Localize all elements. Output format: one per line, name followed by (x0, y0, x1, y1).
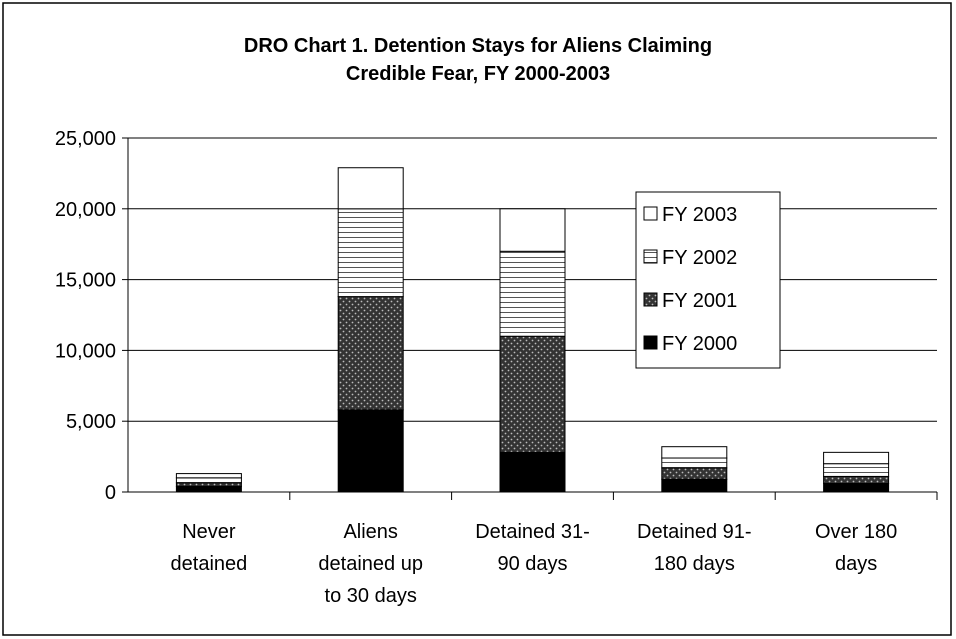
bar-segment (823, 483, 890, 493)
legend-swatch (643, 335, 658, 350)
bar-segment (337, 208, 404, 298)
bar-segment (175, 473, 242, 479)
x-tick-label: Detained 31-90 days (475, 521, 590, 575)
bar-segment (661, 457, 728, 469)
bar-segment (175, 482, 242, 487)
bar-segment (337, 167, 404, 210)
bar-segment (337, 296, 404, 411)
y-tick-label: 15,000 (55, 270, 116, 292)
legend-label: FY 2003 (662, 204, 737, 226)
bar-segment (661, 478, 728, 493)
bar-segment (499, 208, 566, 252)
x-tick-label: Detained 91-180 days (637, 521, 752, 575)
legend-label: FY 2000 (662, 333, 737, 355)
bar-segment (337, 409, 404, 493)
bar-segment (175, 485, 242, 493)
legend-swatch (643, 206, 658, 221)
bar-segment (175, 477, 242, 484)
bar-segment (823, 463, 890, 477)
legend-swatch (643, 292, 658, 307)
legend-box (635, 191, 781, 369)
x-tick-label: Aliens detained up to 30 days (318, 521, 423, 607)
y-tick-label: 5,000 (66, 411, 116, 433)
bar-segment (499, 451, 566, 493)
legend-label: FY 2001 (662, 290, 737, 312)
y-tick-label: 25,000 (55, 128, 116, 150)
y-tick-label: 20,000 (55, 199, 116, 221)
legend-label: FY 2002 (662, 247, 737, 269)
bar-segment (661, 446, 728, 459)
bar-segment (823, 475, 890, 485)
y-tick-label: 10,000 (55, 340, 116, 362)
x-tick-label: Over 180 days (815, 521, 897, 575)
bar-segment (823, 451, 890, 465)
legend-swatch (643, 249, 658, 264)
bar-segment (499, 250, 566, 337)
y-tick-label: 0 (105, 482, 116, 504)
bar-segment (499, 335, 566, 453)
bar-segment (661, 467, 728, 480)
x-tick-label: Never detained (171, 521, 248, 575)
chart-title: DRO Chart 1. Detention Stays for Aliens … (244, 35, 712, 85)
